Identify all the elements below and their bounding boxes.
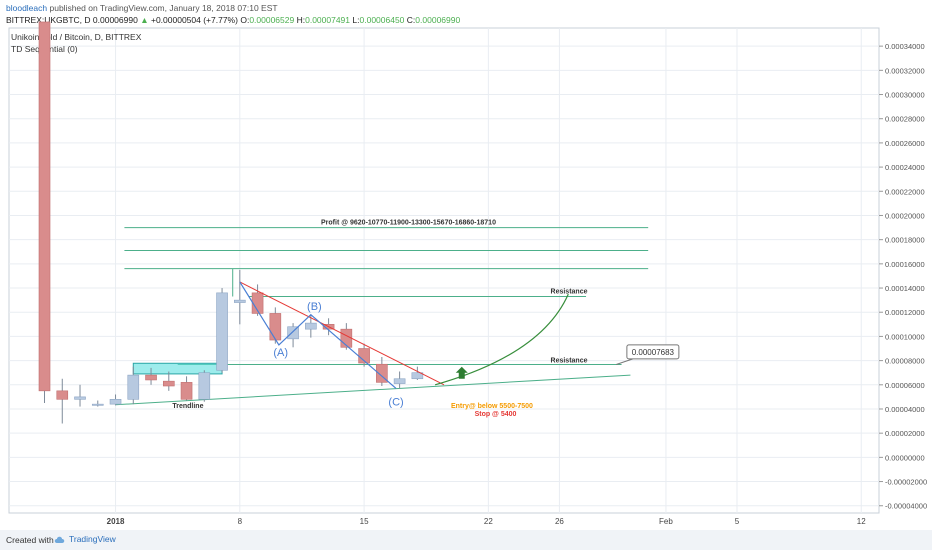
y-tick-label: 0.00024000	[885, 163, 925, 172]
candle-body	[269, 313, 282, 341]
open-value: 0.00006529	[249, 15, 295, 25]
y-tick-label: 0.00010000	[885, 332, 925, 341]
candles	[38, 21, 424, 424]
candle-body	[145, 374, 157, 381]
close-label: C:	[406, 15, 416, 25]
tradingview-logo[interactable]: TradingView	[54, 534, 116, 544]
drawings-back	[115, 227, 649, 406]
candle-body	[393, 378, 406, 384]
candle-body	[216, 292, 228, 371]
candle-body	[411, 372, 424, 380]
y-tick-label: 0.00004000	[885, 405, 925, 414]
abc-wave-line	[239, 281, 397, 389]
x-tick-label: 26	[555, 517, 564, 526]
y-tick-label: 0.00006000	[885, 381, 925, 390]
y-tick-label: 0.00016000	[885, 260, 925, 269]
low-value: 0.00006450	[359, 15, 405, 25]
resistance-label-upper: Resistance	[551, 289, 588, 296]
candle-body	[180, 382, 193, 400]
candle-body	[376, 363, 388, 383]
low-label: L:	[352, 15, 360, 25]
chart-pane[interactable]	[8, 27, 880, 514]
price-callout-text: 0.00007683	[632, 348, 675, 357]
y-tick-label: 0.00014000	[885, 284, 925, 293]
grid-lines	[9, 28, 879, 513]
y-tick-label: -0.00004000	[885, 502, 927, 511]
x-tick-label: 8	[238, 517, 243, 526]
y-tick-label: 0.00008000	[885, 357, 925, 366]
drawings-front: Profit @ 9620-10770-11900-13300-15670-16…	[172, 220, 680, 418]
wave-b-label: (B)	[307, 301, 322, 313]
up-arrow-icon	[455, 366, 468, 379]
x-tick-label: 5	[735, 517, 740, 526]
symbol-price: BITTREX:UKGBTC, D 0.00006990	[6, 15, 138, 25]
close-value: 0.00006990	[415, 15, 461, 25]
candle-body	[74, 396, 86, 400]
callout-pointer	[616, 358, 634, 365]
x-tick-label: Feb	[659, 517, 673, 526]
trendline-label: Trendline	[172, 403, 203, 410]
candle-body	[91, 403, 104, 406]
legend-pair: UnikoinGold / Bitcoin, D, BITTREX	[11, 32, 142, 42]
x-tick-label: 22	[484, 517, 493, 526]
y-tick-label: 0.00022000	[885, 187, 925, 196]
candle-body	[38, 21, 51, 392]
y-tick-label: 0.00032000	[885, 66, 925, 75]
created-with-text: Created with	[6, 535, 54, 545]
publish-info: bloodleach published on TradingView.com,…	[6, 3, 278, 13]
price-chart[interactable]: 0.00034000 0.00032000 0.00030000 0.00028000…	[0, 0, 932, 530]
up-arrow-icon: ▲	[140, 15, 149, 25]
wave-c-label: (C)	[388, 396, 403, 408]
price-callout-box	[626, 344, 680, 360]
y-tick-label: 0.00034000	[885, 42, 925, 51]
high-value: 0.00007491	[305, 15, 351, 25]
tradingview-brand: TradingView	[69, 534, 116, 544]
y-tick-label: 0.00000000	[885, 453, 925, 462]
y-tick-label: 0.00018000	[885, 236, 925, 245]
candle-body	[234, 299, 246, 303]
x-axis: 2018 8 15 22 26 Feb 5 12	[107, 517, 867, 526]
candle-body	[287, 326, 299, 340]
candle-body	[305, 322, 317, 330]
candle-body	[162, 380, 175, 387]
published-text: published on TradingView.com, January 18…	[47, 3, 278, 13]
y-tick-label: 0.00030000	[885, 91, 925, 100]
price-change: +0.00000504 (+7.77%)	[150, 15, 238, 25]
trendline	[115, 374, 631, 406]
y-tick-label: -0.00002000	[885, 478, 927, 487]
high-label: H:	[296, 15, 306, 25]
x-tick-label: 12	[857, 517, 866, 526]
x-tick-label: 15	[360, 517, 369, 526]
wave-a-label: (A)	[273, 347, 288, 359]
y-axis: 0.00034000 0.00032000 0.00030000 0.00028000…	[879, 42, 927, 511]
candle-body	[127, 374, 140, 400]
x-tick-label: 2018	[107, 517, 125, 526]
candle-body	[109, 399, 122, 405]
stop-label: Stop @ 5400	[475, 411, 517, 418]
open-label: O:	[240, 15, 250, 25]
author-link[interactable]: bloodleach	[6, 3, 48, 13]
candle-body	[56, 390, 69, 400]
y-tick-label: 0.00028000	[885, 115, 925, 124]
ohlc-line: BITTREX:UKGBTC, D 0.00006990 ▲ +0.000005…	[6, 15, 460, 25]
support-zone	[132, 362, 223, 375]
candle-body	[340, 328, 353, 348]
cloud-icon	[54, 536, 65, 543]
candle-body	[198, 372, 211, 400]
entry-label: Entry@ below 5500-7500	[451, 403, 533, 410]
descending-trendline	[239, 281, 445, 386]
y-tick-label: 0.00026000	[885, 139, 925, 148]
resistance-label-lower: Resistance	[551, 357, 588, 364]
y-tick-label: 0.00012000	[885, 308, 925, 317]
y-tick-label: 0.00002000	[885, 429, 925, 438]
profit-label: Profit @ 9620-10770-11900-13300-15670-16…	[321, 220, 496, 227]
candle-body	[251, 292, 264, 314]
footer-bar: Created with TradingView	[0, 530, 932, 550]
y-tick-label: 0.00020000	[885, 211, 925, 220]
